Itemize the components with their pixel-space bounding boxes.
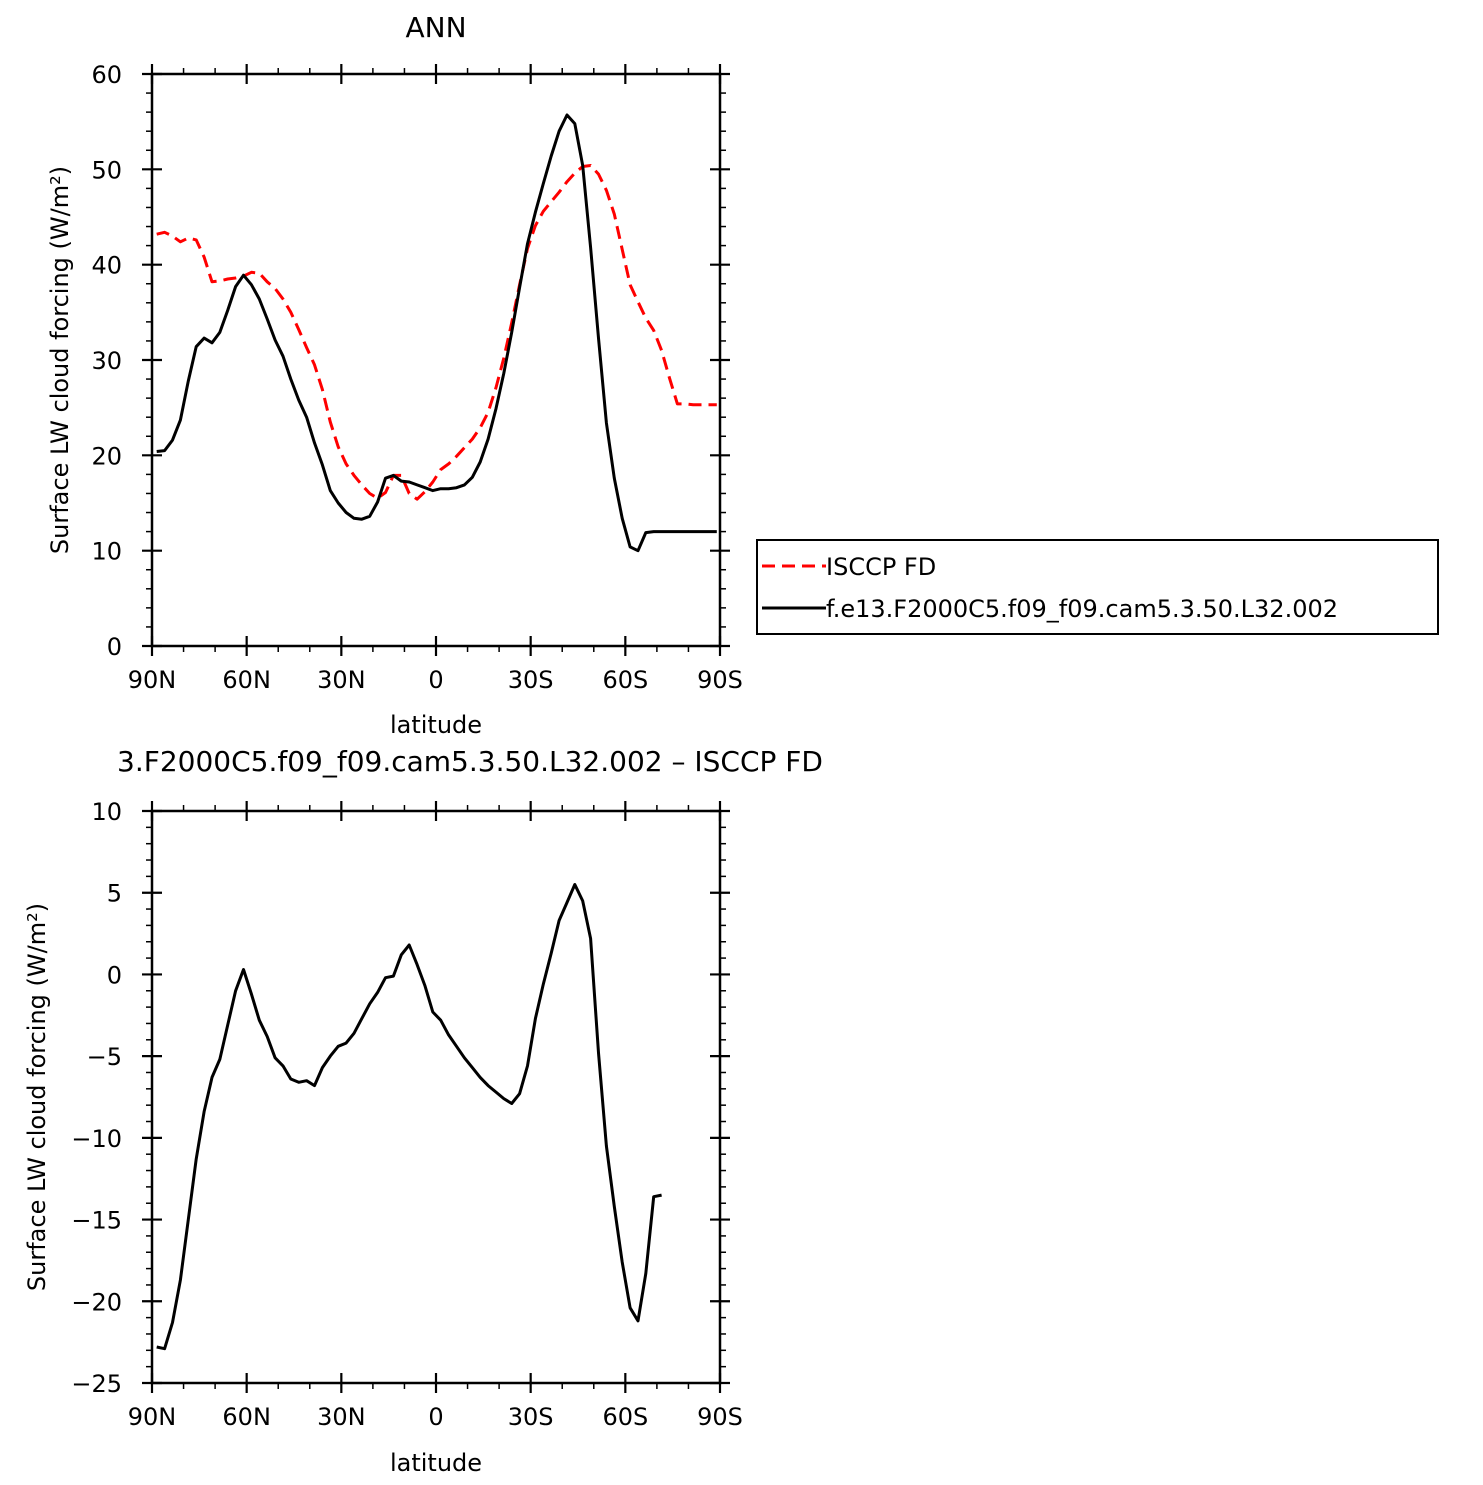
top-chart-series	[156, 113, 717, 553]
y-tick-label: 10	[91, 798, 122, 826]
x-tick-label: 60S	[602, 666, 648, 694]
bottom-chart-title: 3.F2000C5.f09_f09.cam5.3.50.L32.002 – IS…	[117, 745, 823, 778]
bottom-series-difference-line	[156, 883, 662, 1351]
y-tick-label: 40	[91, 252, 122, 280]
y-tick-label: 5	[107, 880, 122, 908]
x-tick-label: 60S	[602, 1403, 648, 1431]
x-tick-label: 90N	[128, 1403, 177, 1431]
legend-box	[756, 539, 1439, 635]
legend-label-isccp: ISCCP FD	[826, 553, 936, 581]
y-tick-label: 60	[91, 61, 122, 89]
y-tick-label: 50	[91, 156, 122, 184]
x-tick-label: 60N	[222, 1403, 271, 1431]
bottom-chart-ticks: 90N 60N 30N 0 30S 60S 90S −25 −20 −15 −10 −5 0 5 10	[71, 798, 743, 1431]
bottom-chart-frame	[150, 809, 722, 1385]
x-tick-label: 30N	[317, 666, 366, 694]
top-chart-ylabel: Surface LW cloud forcing (W/m²)	[46, 166, 74, 554]
top-chart-frame	[150, 72, 722, 648]
x-tick-label: 90S	[697, 666, 743, 694]
y-tick-label: −25	[71, 1370, 122, 1398]
top-chart-xlabel: latitude	[390, 711, 482, 739]
top-series-isccp-fd-line	[156, 164, 717, 501]
x-tick-label: 30S	[508, 666, 554, 694]
top-series-model-line	[156, 113, 717, 553]
legend: ISCCP FD f.e13.F2000C5.f09_f09.cam5.3.50…	[756, 539, 1439, 635]
top-chart-panel: ANN 90N 60N 30N 0 30S 60S 90S 0 10 20 30 40 50 60 lat…	[46, 11, 743, 739]
y-tick-label: −15	[71, 1207, 122, 1235]
x-tick-label: 90N	[128, 666, 177, 694]
x-tick-label: 0	[428, 666, 443, 694]
y-tick-label: −20	[71, 1288, 122, 1316]
top-chart-ticks: 90N 60N 30N 0 30S 60S 90S 0 10 20 30 40 50 60	[91, 61, 742, 694]
x-tick-label: 60N	[222, 666, 271, 694]
y-tick-label: 10	[91, 538, 122, 566]
x-tick-label: 30S	[508, 1403, 554, 1431]
x-tick-label: 90S	[697, 1403, 743, 1431]
bottom-chart-ylabel: Surface LW cloud forcing (W/m²)	[23, 903, 51, 1291]
top-chart-title: ANN	[405, 11, 466, 44]
bottom-chart-series	[156, 883, 662, 1351]
legend-label-model: f.e13.F2000C5.f09_f09.cam5.3.50.L32.002	[826, 595, 1338, 623]
y-tick-label: 0	[107, 633, 122, 661]
bottom-chart-xlabel: latitude	[390, 1449, 482, 1477]
y-tick-label: 30	[91, 347, 122, 375]
y-tick-label: −10	[71, 1125, 122, 1153]
y-tick-label: 20	[91, 442, 122, 470]
x-tick-label: 30N	[317, 1403, 366, 1431]
y-tick-label: 0	[107, 961, 122, 989]
y-tick-label: −5	[87, 1043, 122, 1071]
bottom-chart-panel: 3.F2000C5.f09_f09.cam5.3.50.L32.002 – IS…	[23, 745, 823, 1477]
x-tick-label: 0	[428, 1403, 443, 1431]
